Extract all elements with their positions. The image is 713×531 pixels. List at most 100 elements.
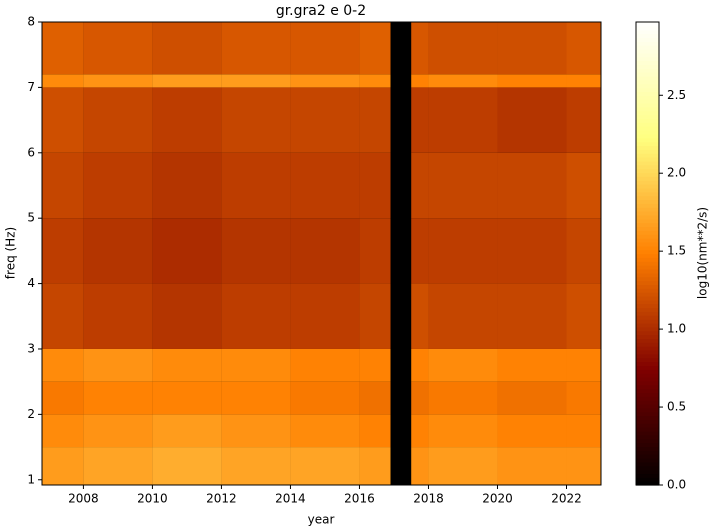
heatmap-cell [411, 447, 429, 485]
colorbar-tick-label: 1.0 [667, 322, 686, 336]
colorbar-segment [636, 226, 659, 231]
colorbar-segment [636, 253, 659, 258]
colorbar-segment [636, 299, 659, 305]
colorbar-segment [636, 292, 659, 297]
colorbar-segment [636, 191, 659, 197]
heatmap-cell [221, 87, 291, 153]
heatmap-cell [83, 22, 153, 75]
colorbar-segment [636, 442, 659, 448]
colorbar-segment [636, 52, 659, 58]
heatmap-cell [221, 218, 291, 284]
heatmap-cell [411, 348, 429, 382]
colorbar-segment [636, 230, 659, 235]
colorbar-segment [636, 311, 659, 316]
heatmap-cell [152, 381, 222, 415]
heatmap-cell [566, 74, 601, 88]
heatmap-cell [42, 381, 84, 415]
colorbar-label: log10(nm**2/s) [696, 207, 710, 299]
colorbar-segment [636, 361, 659, 366]
colorbar-segment [636, 130, 659, 135]
colorbar-tick-label: 2.5 [667, 88, 686, 102]
colorbar-tick-label: 2.0 [667, 166, 686, 180]
colorbar-segment [636, 195, 659, 201]
heatmap-cell [359, 414, 391, 448]
heatmap-cell [497, 414, 567, 448]
colorbar-segment [636, 319, 659, 324]
heatmap-cell [428, 74, 498, 88]
colorbar-segment [636, 79, 659, 85]
heatmap-cell [290, 74, 360, 88]
colorbar-segment [636, 454, 659, 459]
colorbar-segment [636, 56, 659, 62]
y-tick-label: 7 [27, 80, 35, 94]
colorbar-segment [636, 241, 659, 247]
colorbar-segment [636, 415, 659, 421]
heatmap-cell [42, 74, 84, 88]
colorbar-segment [636, 423, 659, 428]
heatmap-cell [411, 218, 429, 284]
colorbar-segment [636, 176, 659, 181]
colorbar-segment [636, 238, 659, 243]
colorbar-segment [636, 118, 659, 123]
heatmap-cell [497, 218, 567, 284]
heatmap-cell [566, 381, 601, 415]
heatmap [42, 22, 601, 485]
colorbar-segment [636, 184, 659, 189]
colorbar-segment [636, 388, 659, 393]
colorbar-segment [636, 357, 659, 363]
heatmap-cell [411, 283, 429, 349]
heatmap-cell [566, 152, 601, 219]
y-axis-label: freq (Hz) [4, 227, 18, 279]
heatmap-cell [290, 218, 360, 284]
heatmap-cell [359, 447, 391, 485]
heatmap-cell [42, 447, 84, 485]
colorbar-segment [636, 72, 659, 77]
heatmap-cell [42, 87, 84, 153]
colorbar-segment [636, 326, 659, 332]
y-tick-label: 3 [27, 341, 35, 355]
heatmap-cell [221, 152, 291, 219]
heatmap-cell [428, 381, 498, 415]
colorbar-segment [636, 145, 659, 150]
colorbar-segment [636, 349, 659, 355]
colorbar-segment [636, 68, 659, 73]
colorbar-segment [636, 338, 659, 343]
heatmap-cell [497, 283, 567, 349]
colorbar-segment [636, 376, 659, 382]
colorbar-segment [636, 369, 659, 374]
heatmap-cell [290, 381, 360, 415]
heatmap-cell [221, 22, 291, 75]
colorbar-segment [636, 334, 659, 339]
colorbar-segment [636, 276, 659, 282]
heatmap-cell [497, 74, 567, 88]
colorbar-segment [636, 396, 659, 401]
colorbar-segment [636, 473, 659, 478]
x-tick-label: 2010 [137, 492, 168, 506]
heatmap-cell [83, 447, 153, 485]
colorbar-segment [636, 106, 659, 112]
colorbar-segment [636, 295, 659, 301]
colorbar-segment [636, 234, 659, 239]
heatmap-cell [359, 74, 391, 88]
heatmap-cell [411, 152, 429, 219]
colorbar-segment [636, 268, 659, 274]
heatmap-cell [428, 218, 498, 284]
heatmap-cell [42, 22, 84, 75]
heatmap-cell [566, 218, 601, 284]
colorbar-segment [636, 133, 659, 139]
colorbar-segment [636, 380, 659, 386]
heatmap-cell [221, 381, 291, 415]
heatmap-cell [83, 381, 153, 415]
colorbar-segment [636, 168, 659, 174]
heatmap-cell [221, 283, 291, 349]
colorbar-segment [636, 103, 659, 108]
heatmap-cell [221, 348, 291, 382]
heatmap-cell [359, 381, 391, 415]
colorbar-segment [636, 403, 659, 409]
colorbar-segment [636, 45, 659, 50]
heatmap-cell [290, 283, 360, 349]
heatmap-cell [290, 447, 360, 485]
colorbar-segment [636, 83, 659, 89]
colorbar-segment [636, 149, 659, 154]
y-tick-label: 8 [27, 15, 35, 29]
